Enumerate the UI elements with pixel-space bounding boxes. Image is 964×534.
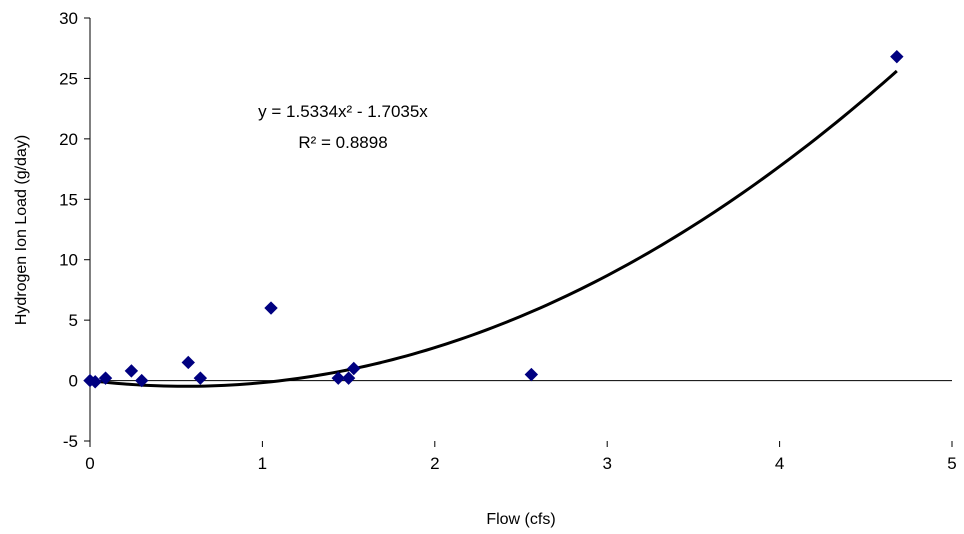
data-point — [341, 371, 356, 385]
y-tick-label: -5 — [63, 432, 78, 451]
data-point — [264, 301, 278, 315]
x-tick-label: 2 — [430, 454, 439, 473]
y-tick-label: 30 — [59, 9, 78, 28]
x-tick-label: 5 — [947, 454, 956, 473]
trendline — [89, 69, 898, 388]
data-point — [193, 371, 208, 385]
data-point — [98, 371, 113, 385]
trendline-equation: y = 1.5334x² - 1.7035x — [258, 102, 428, 121]
x-tick-label: 4 — [775, 454, 784, 473]
data-points — [83, 49, 904, 389]
data-point — [890, 49, 904, 64]
data-point — [181, 355, 195, 370]
y-tick-label: 10 — [59, 251, 78, 270]
x-axis-title: Flow (cfs) — [486, 511, 555, 528]
y-tick-label: 5 — [69, 311, 78, 330]
data-point — [524, 367, 539, 382]
y-tick-label: 0 — [69, 372, 78, 391]
x-tick-label: 0 — [85, 454, 94, 473]
data-point — [347, 361, 361, 376]
data-point — [88, 375, 102, 389]
x-axis-ticks: 0 1 2 3 4 5 — [85, 441, 957, 473]
y-tick-label: 20 — [59, 130, 78, 149]
y-axis-ticks: -5 0 5 10 15 20 25 30 — [59, 9, 90, 451]
data-point — [135, 373, 149, 388]
x-tick-label: 3 — [602, 454, 611, 473]
data-point — [331, 371, 345, 385]
y-axis-title: Hydrogen Ion Load (g/day) — [13, 135, 30, 325]
y-tick-label: 15 — [59, 190, 78, 209]
data-point — [124, 364, 139, 378]
x-tick-label: 1 — [258, 454, 267, 473]
trendline-r-squared: R² = 0.8898 — [298, 133, 387, 152]
y-tick-label: 25 — [59, 69, 78, 88]
